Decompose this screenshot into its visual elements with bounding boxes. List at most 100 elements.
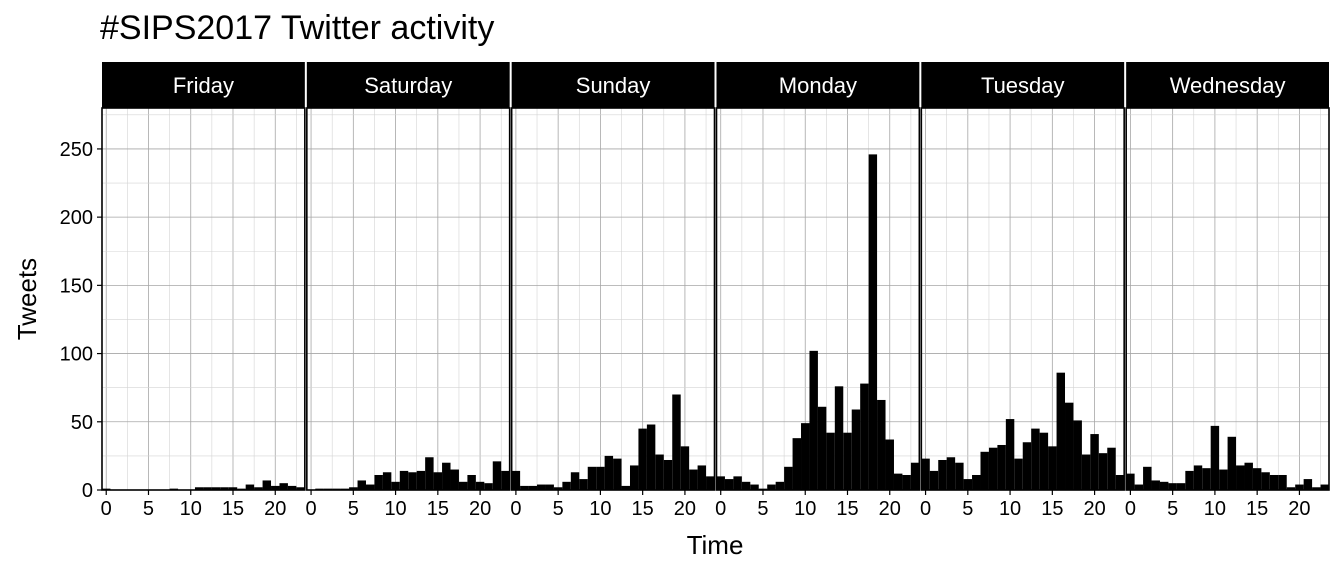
bar bbox=[672, 394, 681, 490]
bar bbox=[271, 485, 280, 490]
bar bbox=[604, 455, 614, 490]
facet-label: Sunday bbox=[576, 73, 651, 98]
bar bbox=[562, 481, 571, 490]
x-tick-label: 15 bbox=[1041, 498, 1063, 520]
chart-title: #SIPS2017 Twitter activity bbox=[100, 9, 495, 47]
bar bbox=[997, 444, 1006, 490]
facet-label: Wednesday bbox=[1170, 73, 1286, 98]
facet-strip bbox=[921, 62, 1125, 108]
bar bbox=[902, 474, 911, 490]
bar bbox=[262, 480, 272, 490]
bar bbox=[988, 447, 998, 490]
y-tick-label: 100 bbox=[60, 344, 93, 366]
bar bbox=[1269, 474, 1279, 490]
grid-lines bbox=[102, 108, 1329, 491]
x-tick-label: 0 bbox=[715, 498, 726, 520]
bar bbox=[1193, 465, 1203, 490]
bar bbox=[750, 484, 759, 490]
bar bbox=[1081, 454, 1091, 490]
panel-frame bbox=[1125, 107, 1330, 491]
bar bbox=[1014, 458, 1023, 490]
bar bbox=[520, 485, 529, 490]
x-tick-label: 5 bbox=[348, 498, 359, 520]
bar bbox=[1151, 480, 1160, 490]
bar bbox=[1115, 474, 1125, 490]
bar bbox=[425, 457, 434, 490]
bar bbox=[528, 485, 538, 490]
bar bbox=[570, 472, 580, 490]
bar bbox=[638, 428, 647, 490]
bar bbox=[416, 470, 426, 490]
bar bbox=[279, 483, 288, 490]
bar bbox=[579, 479, 588, 490]
x-tick-label: 15 bbox=[427, 498, 449, 520]
panel-frame bbox=[920, 107, 1125, 491]
y-tick-label: 50 bbox=[71, 412, 93, 434]
x-tick-label: 0 bbox=[510, 498, 521, 520]
facet-label: Saturday bbox=[364, 73, 452, 98]
bar bbox=[220, 487, 229, 490]
x-tick-label: 20 bbox=[879, 498, 901, 520]
bar bbox=[621, 485, 630, 490]
bar bbox=[938, 459, 947, 490]
x-tick-label: 20 bbox=[469, 498, 491, 520]
bar bbox=[801, 423, 810, 490]
x-tick-label: 10 bbox=[999, 498, 1021, 520]
bar bbox=[1126, 473, 1135, 490]
bar bbox=[741, 481, 751, 490]
bar bbox=[391, 481, 400, 490]
bar bbox=[1176, 483, 1186, 490]
bar bbox=[885, 439, 894, 490]
bar bbox=[877, 399, 886, 490]
bar bbox=[646, 424, 656, 490]
bar bbox=[946, 457, 956, 490]
bar bbox=[697, 465, 707, 490]
facet-strip bbox=[306, 62, 510, 108]
x-tick-label: 15 bbox=[836, 498, 858, 520]
bar bbox=[809, 350, 818, 490]
bar bbox=[484, 483, 493, 490]
bar bbox=[194, 487, 204, 490]
bar bbox=[382, 472, 392, 490]
x-tick-label: 15 bbox=[632, 498, 654, 520]
bar bbox=[716, 476, 725, 490]
bar bbox=[784, 466, 793, 490]
bar bbox=[972, 474, 981, 490]
bar bbox=[1056, 372, 1066, 490]
bar bbox=[1031, 428, 1040, 490]
bar bbox=[792, 438, 802, 490]
bar bbox=[399, 470, 409, 490]
bar bbox=[1320, 484, 1329, 490]
bar bbox=[851, 409, 861, 490]
bar bbox=[1005, 419, 1015, 490]
x-tick-label: 10 bbox=[384, 498, 406, 520]
bar bbox=[1090, 434, 1099, 490]
bar bbox=[587, 466, 597, 490]
bar bbox=[1185, 470, 1194, 490]
x-tick-label: 15 bbox=[1246, 498, 1268, 520]
bar bbox=[408, 472, 417, 490]
bar bbox=[433, 472, 443, 490]
bar bbox=[458, 481, 468, 490]
facet-label: Monday bbox=[779, 73, 857, 98]
bar bbox=[1303, 479, 1313, 490]
bar bbox=[254, 487, 263, 490]
facet-strip bbox=[102, 62, 305, 108]
bar bbox=[843, 432, 852, 490]
bar bbox=[826, 432, 835, 490]
bar bbox=[1219, 469, 1228, 490]
x-tick-label: 20 bbox=[1288, 498, 1310, 520]
x-tick-label: 0 bbox=[920, 498, 931, 520]
bar bbox=[492, 461, 502, 490]
x-tick-label: 10 bbox=[589, 498, 611, 520]
bar bbox=[706, 476, 715, 490]
bar bbox=[893, 473, 903, 490]
panel-frame bbox=[101, 107, 306, 491]
bar bbox=[733, 476, 742, 490]
bar bbox=[724, 479, 734, 490]
bar bbox=[860, 383, 869, 490]
bar bbox=[1107, 447, 1116, 490]
panel-frame bbox=[306, 107, 511, 491]
bar bbox=[910, 462, 920, 490]
bar bbox=[921, 458, 930, 490]
